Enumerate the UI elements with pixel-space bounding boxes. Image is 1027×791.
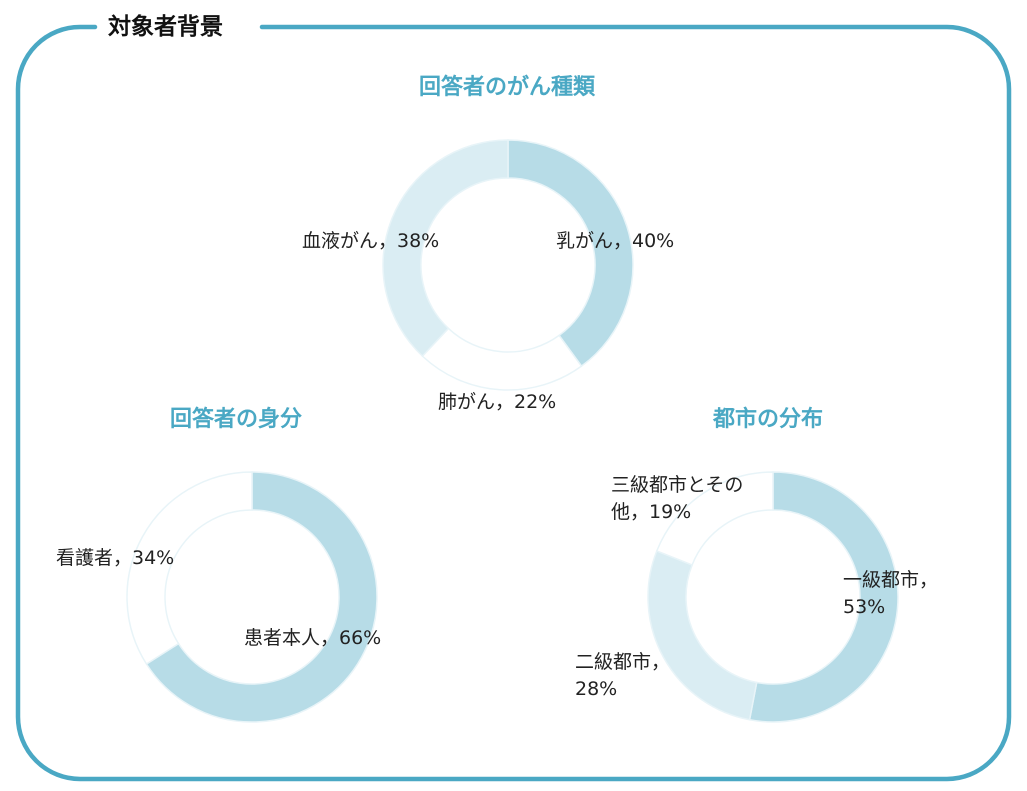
city-distribution-chart-title: 都市の分布: [712, 406, 823, 432]
slice-label-tier1-city: 一級都市， 53%: [843, 569, 938, 618]
slice-label-line: 乳がん，40%: [556, 230, 674, 252]
slice-label-line: 一級都市，: [843, 569, 938, 591]
city-distribution-slices: [647, 471, 899, 723]
slice-label-line: 肺がん，22%: [438, 391, 556, 413]
cancer-type-donut-chart: 回答者のがん種類 乳がん，40% 肺がん，22% 血液がん，38%: [302, 74, 674, 413]
slice-blood-cancer: [382, 139, 509, 358]
slice-label-line: 患者本人，66%: [244, 627, 381, 649]
slice-label-line: 28%: [575, 678, 617, 700]
cancer-type-slices: [382, 139, 634, 391]
slice-tier2-city: [647, 550, 758, 721]
slice-label-tier3-city-and-others: 三級都市とその他，19%: [611, 474, 743, 523]
frame-border: [15, 24, 1012, 782]
slice-label-line: 53%: [843, 596, 885, 618]
cancer-type-labels: 乳がん，40% 肺がん，22% 血液がん，38%: [302, 230, 674, 413]
slice-label-patient: 患者本人，66%: [244, 627, 381, 649]
slice-breast-cancer: [507, 139, 634, 368]
slice-label-tier2-city: 二級都市， 28%: [575, 651, 670, 700]
slice-label-line: 他，19%: [611, 501, 691, 523]
slice-tier3-city-and-others: [655, 471, 774, 566]
slice-patient: [145, 471, 378, 723]
city-distribution-labels: 一級都市， 53% 二級都市， 28% 三級都市とその他，19%: [575, 474, 938, 700]
slice-lung-cancer: [421, 327, 583, 391]
slice-label-blood-cancer: 血液がん，38%: [302, 230, 439, 252]
slice-label-line: 血液がん，38%: [302, 230, 439, 252]
slice-label-breast-cancer: 乳がん，40%: [556, 230, 674, 252]
slice-label-line: 二級都市，: [575, 651, 670, 673]
slice-label-line: 看護者，34%: [56, 547, 174, 569]
respondent-role-labels: 患者本人，66% 看護者，34%: [56, 547, 381, 649]
slice-tier1-city: [748, 471, 899, 723]
frame-title: 対象者背景: [108, 13, 223, 40]
respondent-role-donut-chart: 回答者の身分 患者本人，66% 看護者，34%: [56, 406, 381, 723]
respondent-role-slices: [126, 471, 378, 723]
slice-label-lung-cancer: 肺がん，22%: [438, 391, 556, 413]
slice-label-caregiver: 看護者，34%: [56, 547, 174, 569]
city-distribution-donut-chart: 都市の分布 一級都市， 53% 二級都市， 28% 三級都市とその他，19%: [575, 406, 938, 723]
cancer-type-chart-title: 回答者のがん種類: [419, 74, 596, 100]
slice-caregiver: [126, 471, 253, 666]
slice-label-line: 三級都市とその: [611, 474, 743, 496]
respondent-role-chart-title: 回答者の身分: [170, 406, 302, 432]
